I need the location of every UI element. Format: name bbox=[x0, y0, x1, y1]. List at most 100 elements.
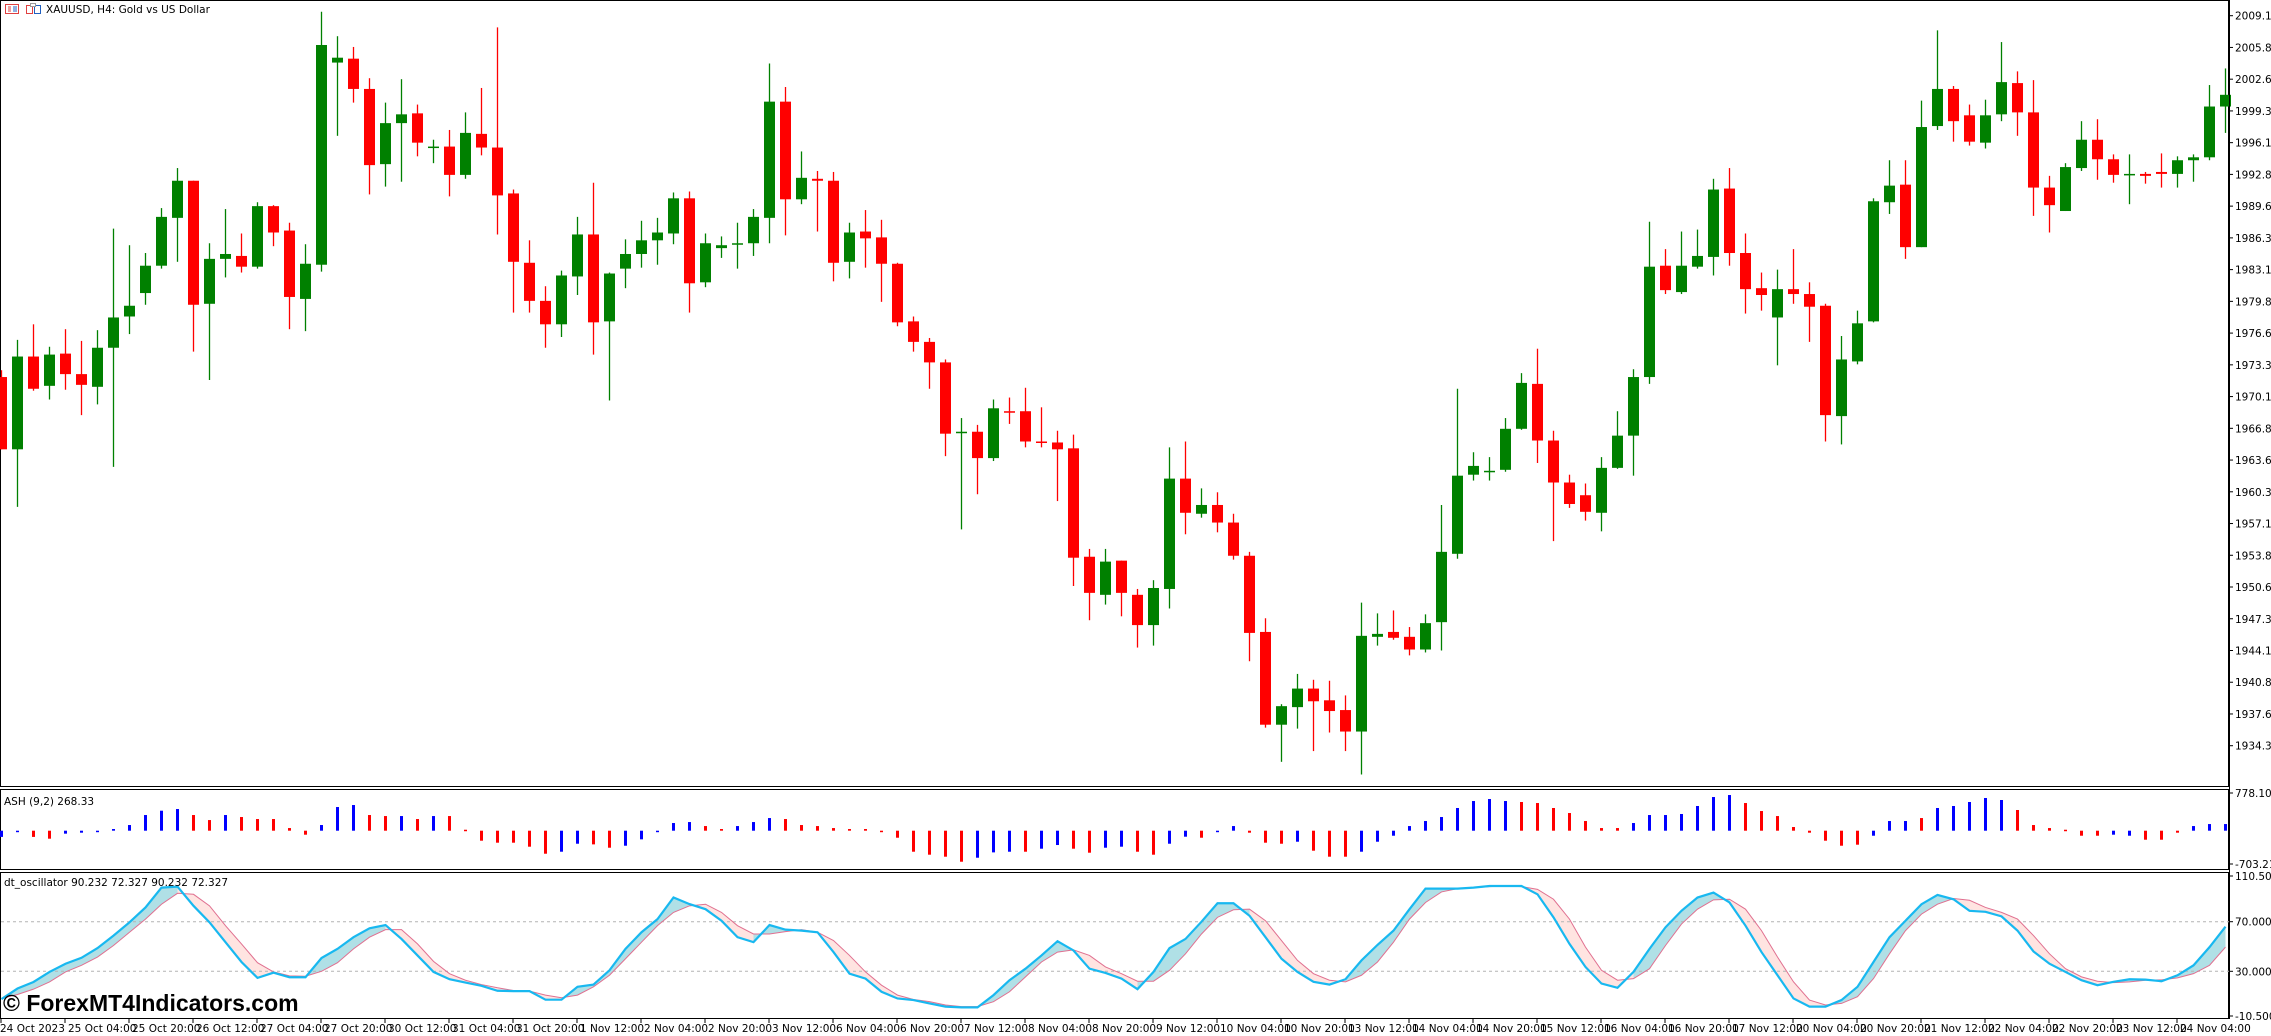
ash-bar bbox=[992, 830, 995, 853]
candle bbox=[1868, 198, 1879, 323]
oscillator-fill-segment bbox=[225, 925, 242, 962]
candle bbox=[1612, 411, 1623, 469]
ash-bar bbox=[2192, 826, 2195, 831]
candle bbox=[0, 370, 7, 450]
candle-body bbox=[1884, 185, 1895, 203]
candle bbox=[284, 222, 295, 330]
candle bbox=[956, 418, 967, 530]
ash-histogram bbox=[0, 795, 2227, 862]
candle-body bbox=[476, 133, 487, 148]
ash-bar bbox=[528, 830, 531, 847]
candle bbox=[220, 209, 231, 278]
ash-bar bbox=[1552, 807, 1555, 831]
candle-body bbox=[1228, 522, 1239, 556]
ash-bar bbox=[544, 830, 547, 854]
ash-bar bbox=[1904, 821, 1907, 831]
oscillator-fill-segment bbox=[641, 919, 658, 943]
candle bbox=[1404, 627, 1415, 656]
ash-bar bbox=[1808, 830, 1811, 833]
watermark: © ForexMT4Indicators.com bbox=[3, 990, 299, 1016]
candle-body bbox=[876, 237, 887, 264]
candle-body bbox=[76, 374, 87, 385]
candle-body bbox=[1164, 478, 1175, 589]
oscillator-fill-segment bbox=[1777, 957, 1794, 999]
candle-body bbox=[1436, 551, 1447, 623]
price-label: 1970.10 bbox=[2235, 392, 2271, 404]
candle bbox=[764, 63, 775, 244]
candle bbox=[876, 219, 887, 302]
time-label: 27 Oct 20:00 bbox=[324, 1023, 392, 1035]
price-axis[interactable]: 2009.10 2005.85 2002.60 1999.35 1996.10 1992.… bbox=[2229, 0, 2271, 1019]
candle-body bbox=[1740, 253, 1751, 290]
candle bbox=[1116, 560, 1127, 617]
candle-body bbox=[332, 57, 343, 63]
candle-body bbox=[796, 177, 807, 200]
candle bbox=[1244, 551, 1255, 662]
chart-list-icon[interactable] bbox=[5, 4, 19, 14]
candle bbox=[796, 151, 807, 205]
candle bbox=[1772, 269, 1783, 366]
oscillator-fill-segment bbox=[1857, 962, 1874, 997]
oscillator-fill-segment bbox=[625, 932, 642, 959]
ash-bar bbox=[224, 815, 227, 831]
time-label: 10 Nov 20:00 bbox=[1284, 1023, 1355, 1035]
candle-body bbox=[1004, 411, 1015, 413]
ash-bar bbox=[160, 810, 163, 831]
candle-body bbox=[1836, 359, 1847, 417]
candle-body bbox=[1484, 470, 1495, 473]
candle bbox=[1388, 610, 1399, 640]
candle-body bbox=[1388, 631, 1399, 638]
ash-bar bbox=[1600, 828, 1603, 831]
candle bbox=[1644, 221, 1655, 384]
candle bbox=[1468, 452, 1479, 481]
oscillator-fill-segment bbox=[1105, 966, 1122, 979]
time-label: 6 Nov 04:00 bbox=[836, 1023, 900, 1035]
candle bbox=[1164, 447, 1175, 609]
candle bbox=[2044, 175, 2055, 233]
candle bbox=[1308, 679, 1319, 752]
watermark-text: © ForexMT4Indicators.com bbox=[3, 990, 299, 1016]
oscillator-fill-segment bbox=[1009, 968, 1026, 992]
candle bbox=[1724, 168, 1735, 266]
ash-bar bbox=[1632, 823, 1635, 831]
chart-window-icon[interactable] bbox=[26, 3, 41, 14]
candle-body bbox=[1068, 448, 1079, 558]
ash-bar bbox=[1728, 795, 1731, 831]
candle bbox=[924, 337, 935, 389]
ash-bar bbox=[464, 829, 467, 832]
candle-body bbox=[1996, 82, 2007, 115]
candle-body bbox=[988, 408, 999, 459]
candle-body bbox=[12, 356, 23, 450]
candle-body bbox=[1692, 255, 1703, 267]
oscillator-axis-label: 30.000 bbox=[2235, 966, 2271, 978]
candle bbox=[1260, 618, 1271, 728]
candle bbox=[1996, 42, 2007, 122]
candle bbox=[300, 244, 311, 332]
candle-body bbox=[1660, 265, 1671, 291]
time-label: 26 Oct 12:00 bbox=[196, 1023, 264, 1035]
candle bbox=[1948, 86, 1959, 142]
ash-bar bbox=[2208, 824, 2211, 831]
oscillator-fast-line bbox=[0, 884, 2227, 1009]
oscillator-fill-segment bbox=[1889, 920, 1906, 954]
candle-body bbox=[732, 243, 743, 245]
ash-bar bbox=[2160, 830, 2163, 840]
ash-indicator-panel[interactable] bbox=[0, 789, 2229, 870]
time-label: 23 Nov 12:00 bbox=[2116, 1023, 2187, 1035]
time-label: 13 Nov 12:00 bbox=[1348, 1023, 1419, 1035]
candle-body bbox=[204, 258, 215, 304]
candle-body bbox=[924, 341, 935, 363]
candle bbox=[1756, 272, 1767, 311]
candle bbox=[572, 216, 583, 296]
candle-body bbox=[972, 431, 983, 459]
time-label: 24 Nov 04:00 bbox=[2180, 1023, 2251, 1035]
oscillator-panel[interactable] bbox=[0, 872, 2229, 1019]
ash-bar bbox=[208, 820, 211, 831]
time-label: 24 Oct 2023 bbox=[0, 1023, 65, 1035]
time-label: 30 Oct 12:00 bbox=[388, 1023, 456, 1035]
oscillator-fill-segment bbox=[1089, 955, 1106, 973]
ash-bar bbox=[944, 830, 947, 857]
candle bbox=[1660, 249, 1671, 295]
